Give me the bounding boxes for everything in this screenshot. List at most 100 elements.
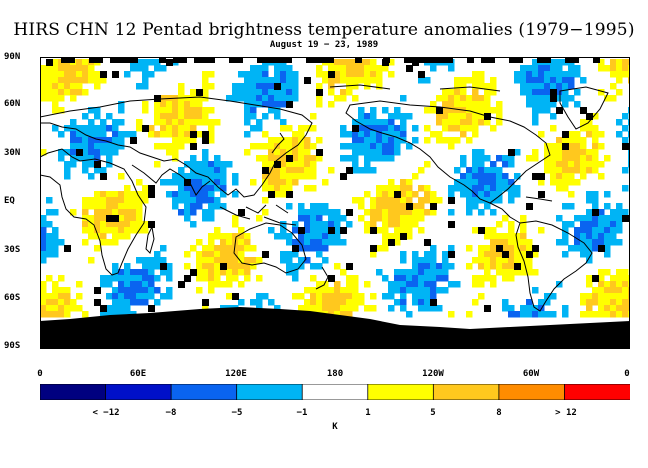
anomaly-cell bbox=[304, 227, 311, 234]
anomaly-cell bbox=[370, 251, 377, 258]
anomaly-cell bbox=[466, 197, 473, 204]
anomaly-cell bbox=[64, 89, 71, 96]
anomaly-cell bbox=[352, 119, 359, 126]
anomaly-cell bbox=[412, 287, 419, 294]
anomaly-cell bbox=[328, 293, 335, 300]
anomaly-cell bbox=[424, 275, 431, 282]
anomaly-cell bbox=[622, 59, 629, 66]
anomaly-cell bbox=[280, 77, 287, 84]
anomaly-cell bbox=[88, 197, 95, 204]
missing-cell bbox=[180, 57, 187, 63]
anomaly-cell bbox=[124, 209, 131, 216]
anomaly-cell bbox=[496, 179, 503, 186]
anomaly-cell bbox=[562, 233, 569, 240]
anomaly-cell bbox=[604, 221, 611, 228]
anomaly-cell bbox=[112, 239, 119, 246]
anomaly-cell bbox=[586, 305, 593, 312]
anomaly-cell bbox=[46, 89, 53, 96]
anomaly-cell bbox=[46, 197, 53, 204]
anomaly-cell bbox=[412, 293, 419, 300]
anomaly-cell bbox=[490, 179, 497, 186]
anomaly-cell bbox=[136, 281, 143, 288]
y-tick-label: EQ bbox=[4, 196, 15, 206]
anomaly-cell bbox=[484, 89, 491, 96]
anomaly-cell bbox=[292, 251, 299, 258]
anomaly-cell bbox=[592, 161, 599, 168]
anomaly-cell bbox=[592, 149, 599, 156]
anomaly-cell bbox=[220, 161, 227, 168]
anomaly-cell bbox=[538, 227, 545, 234]
anomaly-cell bbox=[352, 77, 359, 84]
missing-cell bbox=[274, 83, 281, 90]
anomaly-cell bbox=[334, 281, 341, 288]
anomaly-cell bbox=[472, 125, 479, 132]
anomaly-cell bbox=[292, 173, 299, 180]
anomaly-cell bbox=[304, 185, 311, 192]
x-tick-label: 0 bbox=[37, 369, 43, 379]
anomaly-cell bbox=[412, 251, 419, 258]
anomaly-cell bbox=[238, 83, 245, 90]
anomaly-cell bbox=[70, 137, 77, 144]
anomaly-cell bbox=[568, 77, 575, 84]
anomaly-cell bbox=[250, 263, 257, 270]
anomaly-cell bbox=[184, 209, 191, 216]
anomaly-cell bbox=[592, 221, 599, 228]
anomaly-cell bbox=[502, 215, 509, 222]
anomaly-cell bbox=[610, 71, 617, 78]
anomaly-cell bbox=[208, 269, 215, 276]
anomaly-cell bbox=[370, 221, 377, 228]
missing-cell bbox=[194, 57, 201, 63]
anomaly-cell bbox=[508, 221, 515, 228]
anomaly-cell bbox=[346, 281, 353, 288]
missing-cell bbox=[201, 57, 208, 63]
anomaly-cell bbox=[58, 107, 65, 114]
missing-cell bbox=[94, 299, 101, 306]
anomaly-cell bbox=[346, 299, 353, 306]
anomaly-cell bbox=[262, 185, 269, 192]
anomaly-cell bbox=[574, 71, 581, 78]
anomaly-cell bbox=[598, 215, 605, 222]
anomaly-cell bbox=[244, 83, 251, 90]
anomaly-cell bbox=[364, 221, 371, 228]
anomaly-cell bbox=[502, 263, 509, 270]
anomaly-cell bbox=[532, 83, 539, 90]
anomaly-cell bbox=[424, 185, 431, 192]
anomaly-cell bbox=[274, 71, 281, 78]
missing-cell bbox=[430, 299, 437, 306]
anomaly-cell bbox=[274, 179, 281, 186]
anomaly-cell bbox=[124, 269, 131, 276]
missing-cell bbox=[112, 215, 119, 222]
anomaly-cell bbox=[556, 215, 563, 222]
anomaly-cell bbox=[142, 263, 149, 270]
anomaly-cell bbox=[322, 203, 329, 210]
anomaly-cell bbox=[520, 311, 527, 318]
anomaly-cell bbox=[520, 263, 527, 270]
anomaly-cell bbox=[382, 293, 389, 300]
anomaly-cell bbox=[616, 311, 623, 318]
anomaly-cell bbox=[406, 185, 413, 192]
anomaly-cell bbox=[568, 161, 575, 168]
anomaly-cell bbox=[52, 293, 59, 300]
missing-cell bbox=[327, 57, 334, 63]
anomaly-cell bbox=[280, 173, 287, 180]
anomaly-cell bbox=[574, 179, 581, 186]
anomaly-cell bbox=[166, 113, 173, 120]
anomaly-cell bbox=[418, 197, 425, 204]
coastlines bbox=[40, 84, 630, 349]
anomaly-cell bbox=[346, 275, 353, 282]
missing-cell bbox=[340, 173, 347, 180]
anomaly-cell bbox=[580, 173, 587, 180]
anomaly-cell bbox=[262, 161, 269, 168]
anomaly-cell bbox=[112, 137, 119, 144]
anomaly-cell bbox=[616, 71, 623, 78]
anomaly-cell bbox=[124, 263, 131, 270]
colorbar-unit: K bbox=[332, 422, 338, 432]
anomaly-cell bbox=[190, 119, 197, 126]
missing-cell bbox=[64, 245, 71, 252]
anomaly-cell bbox=[442, 89, 449, 96]
anomaly-cell bbox=[220, 251, 227, 258]
anomaly-cell bbox=[406, 191, 413, 198]
anomaly-cell bbox=[526, 71, 533, 78]
anomaly-cell bbox=[424, 161, 431, 168]
anomaly-cell bbox=[286, 161, 293, 168]
